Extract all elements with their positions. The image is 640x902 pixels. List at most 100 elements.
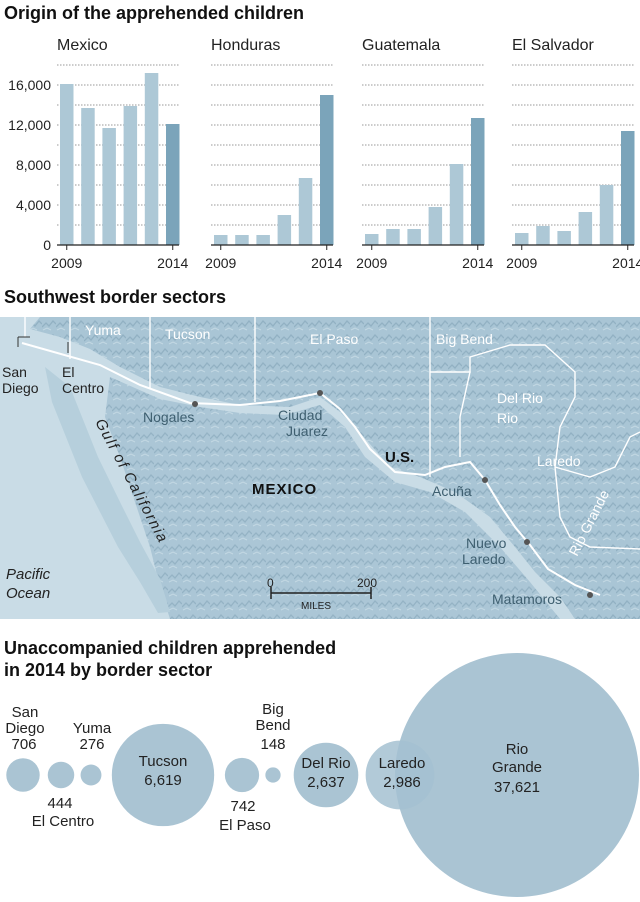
sector-label-san: San	[2, 364, 27, 380]
x-tick-label: 2009	[205, 255, 236, 271]
city-label-nogales: Nogales	[143, 409, 194, 425]
bubble-value: 2,986	[383, 774, 421, 791]
bubble-name: El Paso	[219, 817, 271, 834]
chart-title: Mexico	[57, 37, 108, 54]
bar-2010	[386, 229, 400, 245]
bar-2010	[235, 235, 249, 245]
y-tick-label: 12,000	[8, 117, 51, 133]
bubble-laredo	[365, 740, 435, 810]
city-label-nuevo: Nuevo	[466, 535, 507, 551]
bar-2014	[166, 124, 180, 245]
bar-2012	[578, 212, 593, 245]
sector-label-diego: Diego	[2, 380, 39, 396]
bar-2010	[536, 226, 550, 245]
bubble-value: 6,619	[144, 772, 182, 789]
bubble-name: Laredo	[379, 755, 426, 772]
y-tick-label: 4,000	[16, 197, 51, 213]
scale-label-zero: 0	[267, 576, 274, 590]
bubble-name: Tucson	[139, 753, 188, 770]
x-tick-label: 2014	[157, 255, 188, 271]
scale-bar: 0 200 MILES	[267, 576, 377, 612]
bar-2011	[557, 231, 571, 245]
country-label-mexico: MEXICO	[252, 481, 317, 498]
border-map: Yuma Tucson El Paso Big Bend Del Rio Lar…	[0, 317, 640, 619]
sector-label-del-rio: Del Rio	[497, 390, 543, 406]
ciudad-juarez-dot	[317, 390, 323, 396]
x-tick-label: 2014	[462, 255, 493, 271]
country-label-us: U.S.	[385, 449, 414, 466]
bubble-name: Yuma	[73, 720, 112, 737]
bubble-big-bend	[265, 767, 281, 783]
section-title-origin: Origin of the apprehended children	[4, 3, 305, 23]
bar-2013	[599, 185, 614, 245]
bar-2014	[471, 118, 485, 245]
y-tick-label: 16,000	[8, 77, 51, 93]
bar-2014	[621, 131, 635, 245]
section-title-apprehended-line1: Unaccompanied children apprehended	[4, 638, 337, 658]
bubble-san-diego	[6, 758, 40, 792]
bubble-del-rio	[293, 742, 359, 808]
city-label-acuna: Acuña	[432, 483, 472, 499]
y-tick-label: 0	[43, 237, 51, 253]
san-diego-marker	[17, 336, 30, 347]
city-label-juarez: Juarez	[286, 423, 328, 439]
sector-label-el-paso: El Paso	[310, 331, 358, 347]
bar-2012	[123, 106, 138, 245]
bar-2013	[298, 178, 313, 245]
bar-2013	[144, 73, 159, 245]
bubble-name: Big	[262, 701, 284, 718]
water-label-ocean: Ocean	[6, 585, 50, 602]
sector-label-tucson: Tucson	[165, 326, 210, 342]
sector-label-laredo: Laredo	[537, 453, 581, 469]
water-label-pacific: Pacific	[6, 566, 51, 583]
bar-2009	[515, 233, 529, 245]
bubble-value: 2,637	[307, 774, 345, 791]
origin-bar-charts: Mexico 2009 2014 0 4,000 8,000 12,000 16,000 Hon…	[8, 37, 640, 271]
sector-label-big-bend: Big Bend	[436, 331, 493, 347]
bar-2009	[214, 235, 228, 245]
bar-2013	[449, 164, 464, 245]
city-label-ciudad: Ciudad	[278, 407, 322, 423]
map-land	[30, 317, 640, 619]
sector-label-del-rio-2: Rio	[497, 410, 518, 426]
bubble-name: Grande	[492, 759, 542, 776]
chart-title: Honduras	[211, 37, 280, 54]
bar-2009	[60, 84, 74, 245]
scale-label-unit: MILES	[301, 601, 331, 612]
bar-2010	[81, 108, 95, 245]
bubble-value: 37,621	[494, 779, 540, 796]
sector-label-centro: Centro	[62, 380, 104, 396]
bubble-name: Diego	[5, 720, 44, 737]
bubble-tucson	[111, 723, 215, 827]
scale-label-max: 200	[357, 576, 377, 590]
bubble-rio-grande	[395, 653, 639, 897]
bubble-name: San	[12, 704, 39, 721]
bar-2014	[320, 95, 334, 245]
bubble-value: 706	[11, 736, 36, 753]
bar-2009	[365, 234, 379, 245]
bubble-yuma	[80, 764, 102, 786]
bar-2011	[256, 235, 270, 245]
map-land-mexico	[105, 377, 560, 619]
section-title-apprehended-line2: in 2014 by border sector	[4, 660, 213, 680]
bubble-value: 148	[260, 736, 285, 753]
x-tick-label: 2014	[612, 255, 640, 271]
map-land-baja	[45, 367, 170, 613]
chart-title: Guatemala	[362, 37, 440, 54]
x-tick-label: 2009	[356, 255, 387, 271]
bubble-value: 742	[230, 798, 255, 815]
acuna-dot	[482, 477, 488, 483]
y-tick-label: 8,000	[16, 157, 51, 173]
bubble-el-paso	[224, 757, 260, 793]
matamoros-dot	[587, 592, 593, 598]
bar-2012	[428, 207, 443, 245]
bar-2011	[102, 128, 116, 245]
sector-boundaries	[24, 317, 640, 550]
nuevo-laredo-dot	[524, 539, 530, 545]
bubble-name: Del Rio	[301, 755, 350, 772]
bubble-name: Rio	[506, 741, 529, 758]
bar-2012	[277, 215, 292, 245]
nogales-dot	[192, 401, 198, 407]
bubble-value: 276	[79, 736, 104, 753]
city-label-laredo: Laredo	[462, 551, 506, 567]
